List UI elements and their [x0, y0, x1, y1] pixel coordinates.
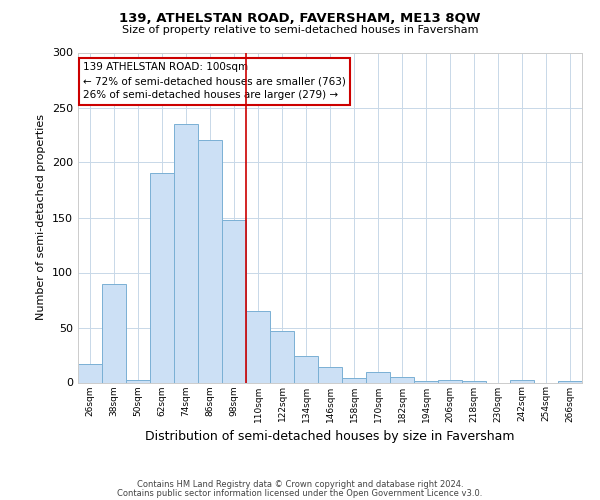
- Bar: [246, 311, 270, 382]
- Bar: [270, 331, 294, 382]
- Bar: [150, 174, 174, 382]
- Bar: [198, 140, 222, 382]
- Bar: [318, 367, 342, 382]
- Bar: [366, 372, 390, 382]
- Bar: [294, 356, 318, 382]
- Text: Size of property relative to semi-detached houses in Faversham: Size of property relative to semi-detach…: [122, 25, 478, 35]
- Bar: [438, 380, 462, 382]
- Bar: [78, 364, 102, 382]
- Text: 139 ATHELSTAN ROAD: 100sqm
← 72% of semi-detached houses are smaller (763)
26% o: 139 ATHELSTAN ROAD: 100sqm ← 72% of semi…: [83, 62, 346, 100]
- Y-axis label: Number of semi-detached properties: Number of semi-detached properties: [37, 114, 46, 320]
- Bar: [102, 284, 126, 382]
- Bar: [390, 377, 414, 382]
- Bar: [222, 220, 246, 382]
- Text: 139, ATHELSTAN ROAD, FAVERSHAM, ME13 8QW: 139, ATHELSTAN ROAD, FAVERSHAM, ME13 8QW: [119, 12, 481, 26]
- X-axis label: Distribution of semi-detached houses by size in Faversham: Distribution of semi-detached houses by …: [145, 430, 515, 443]
- Text: Contains public sector information licensed under the Open Government Licence v3: Contains public sector information licen…: [118, 488, 482, 498]
- Bar: [342, 378, 366, 382]
- Bar: [174, 124, 198, 382]
- Bar: [126, 380, 150, 382]
- Bar: [510, 380, 534, 382]
- Text: Contains HM Land Registry data © Crown copyright and database right 2024.: Contains HM Land Registry data © Crown c…: [137, 480, 463, 489]
